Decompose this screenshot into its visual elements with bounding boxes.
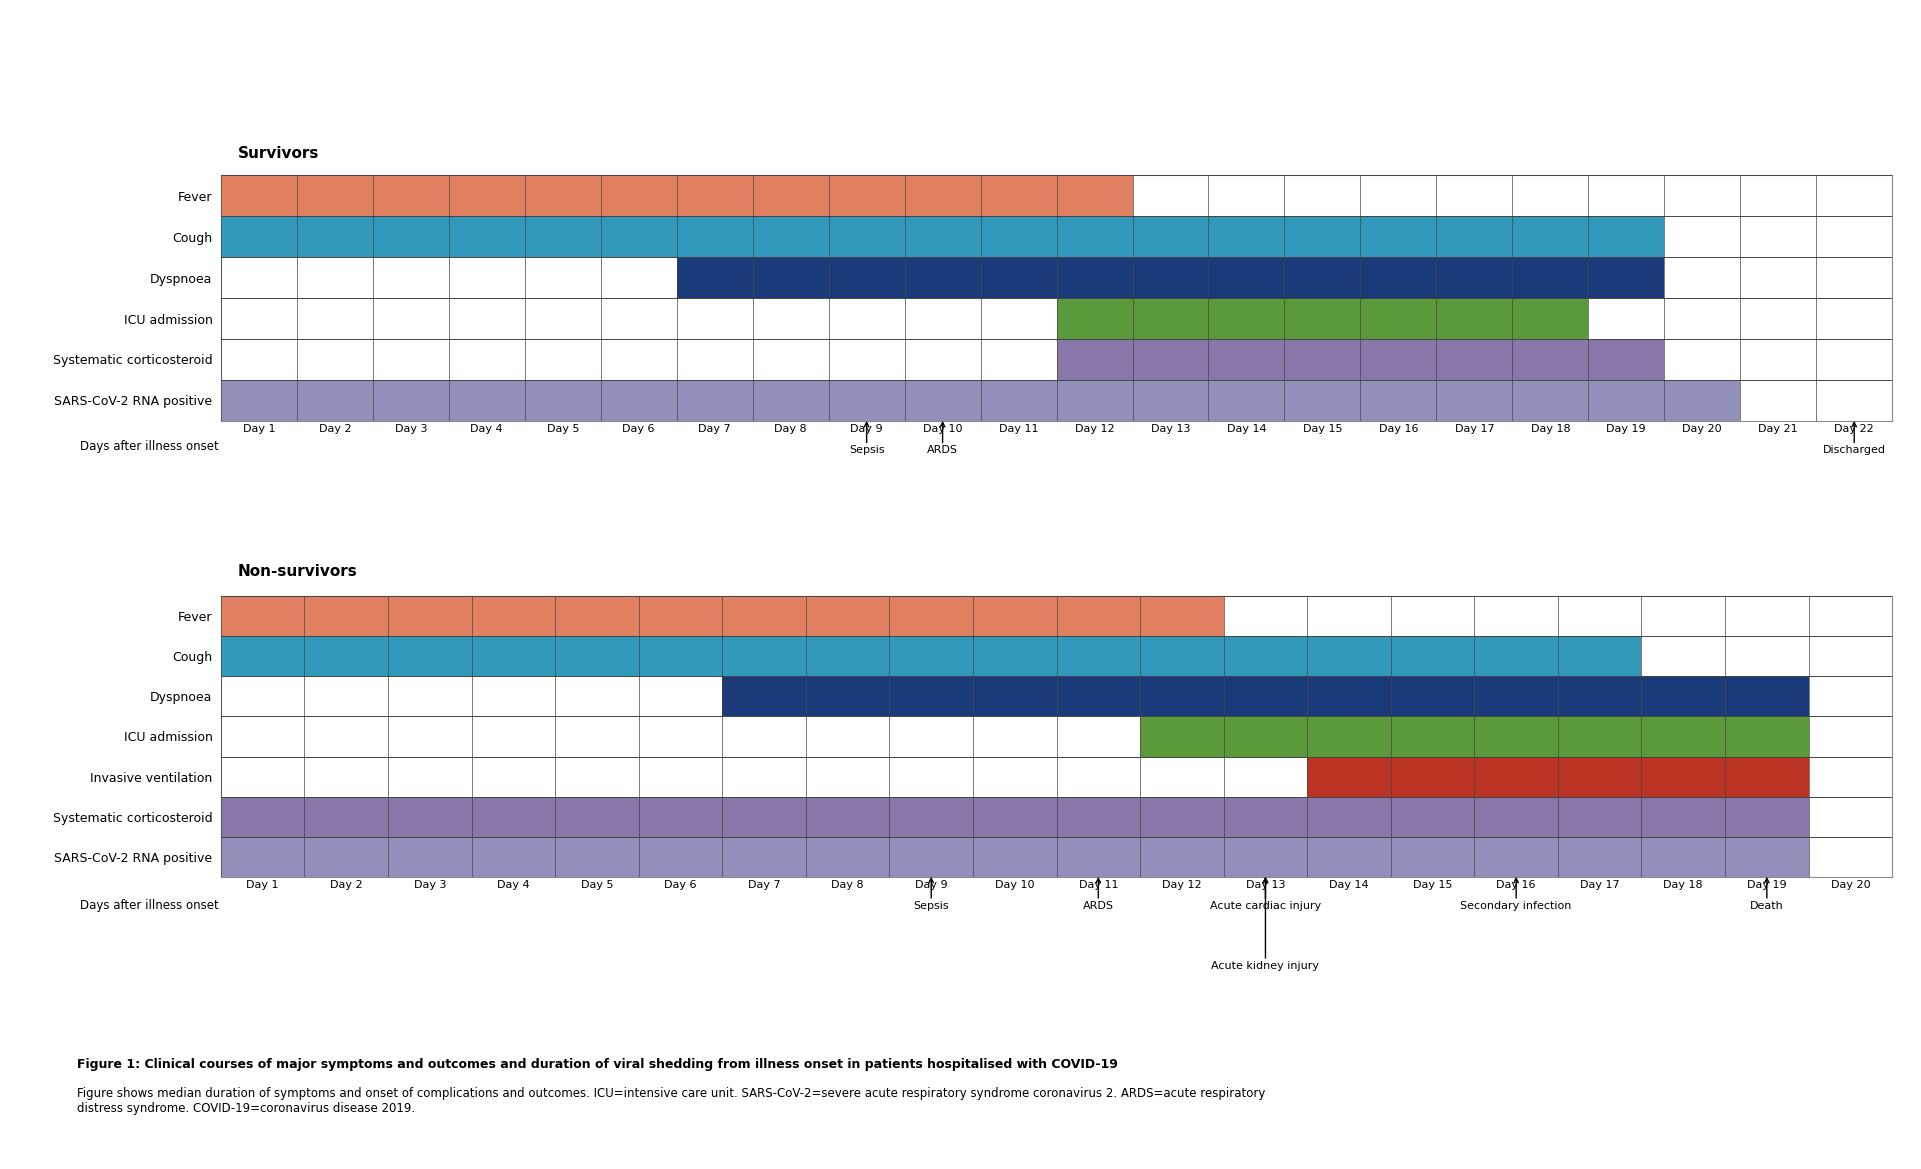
Bar bbox=[221, 837, 1810, 877]
Bar bbox=[221, 380, 1740, 421]
Text: Secondary infection: Secondary infection bbox=[1460, 878, 1571, 911]
Text: Survivors: Survivors bbox=[238, 146, 319, 160]
Text: ARDS: ARDS bbox=[1083, 878, 1114, 911]
Bar bbox=[221, 175, 1133, 216]
Bar bbox=[722, 677, 1810, 717]
Text: Figure 1: Clinical courses of major symptoms and outcomes and duration of viral : Figure 1: Clinical courses of major symp… bbox=[77, 1058, 1118, 1071]
Text: Non-survivors: Non-survivors bbox=[238, 565, 357, 580]
Text: Days after illness onset: Days after illness onset bbox=[81, 899, 219, 912]
Bar bbox=[221, 796, 1810, 837]
Bar bbox=[221, 636, 1641, 677]
Bar bbox=[676, 257, 1664, 298]
Bar bbox=[1057, 339, 1664, 380]
Bar bbox=[1057, 298, 1589, 339]
Text: Days after illness onset: Days after illness onset bbox=[81, 441, 219, 454]
Bar bbox=[221, 596, 1224, 636]
Text: Sepsis: Sepsis bbox=[849, 422, 884, 456]
Text: Discharged: Discharged bbox=[1823, 422, 1886, 456]
Bar bbox=[221, 216, 1664, 257]
Text: Acute cardiac injury: Acute cardiac injury bbox=[1210, 878, 1322, 911]
Bar bbox=[1306, 756, 1810, 796]
Bar bbox=[1141, 717, 1810, 756]
Text: ARDS: ARDS bbox=[928, 422, 959, 456]
Text: Figure shows median duration of symptoms and onset of complications and outcomes: Figure shows median duration of symptoms… bbox=[77, 1087, 1266, 1115]
Text: Death: Death bbox=[1750, 878, 1785, 911]
Text: Acute kidney injury: Acute kidney injury bbox=[1212, 878, 1320, 971]
Text: Sepsis: Sepsis bbox=[912, 878, 949, 911]
